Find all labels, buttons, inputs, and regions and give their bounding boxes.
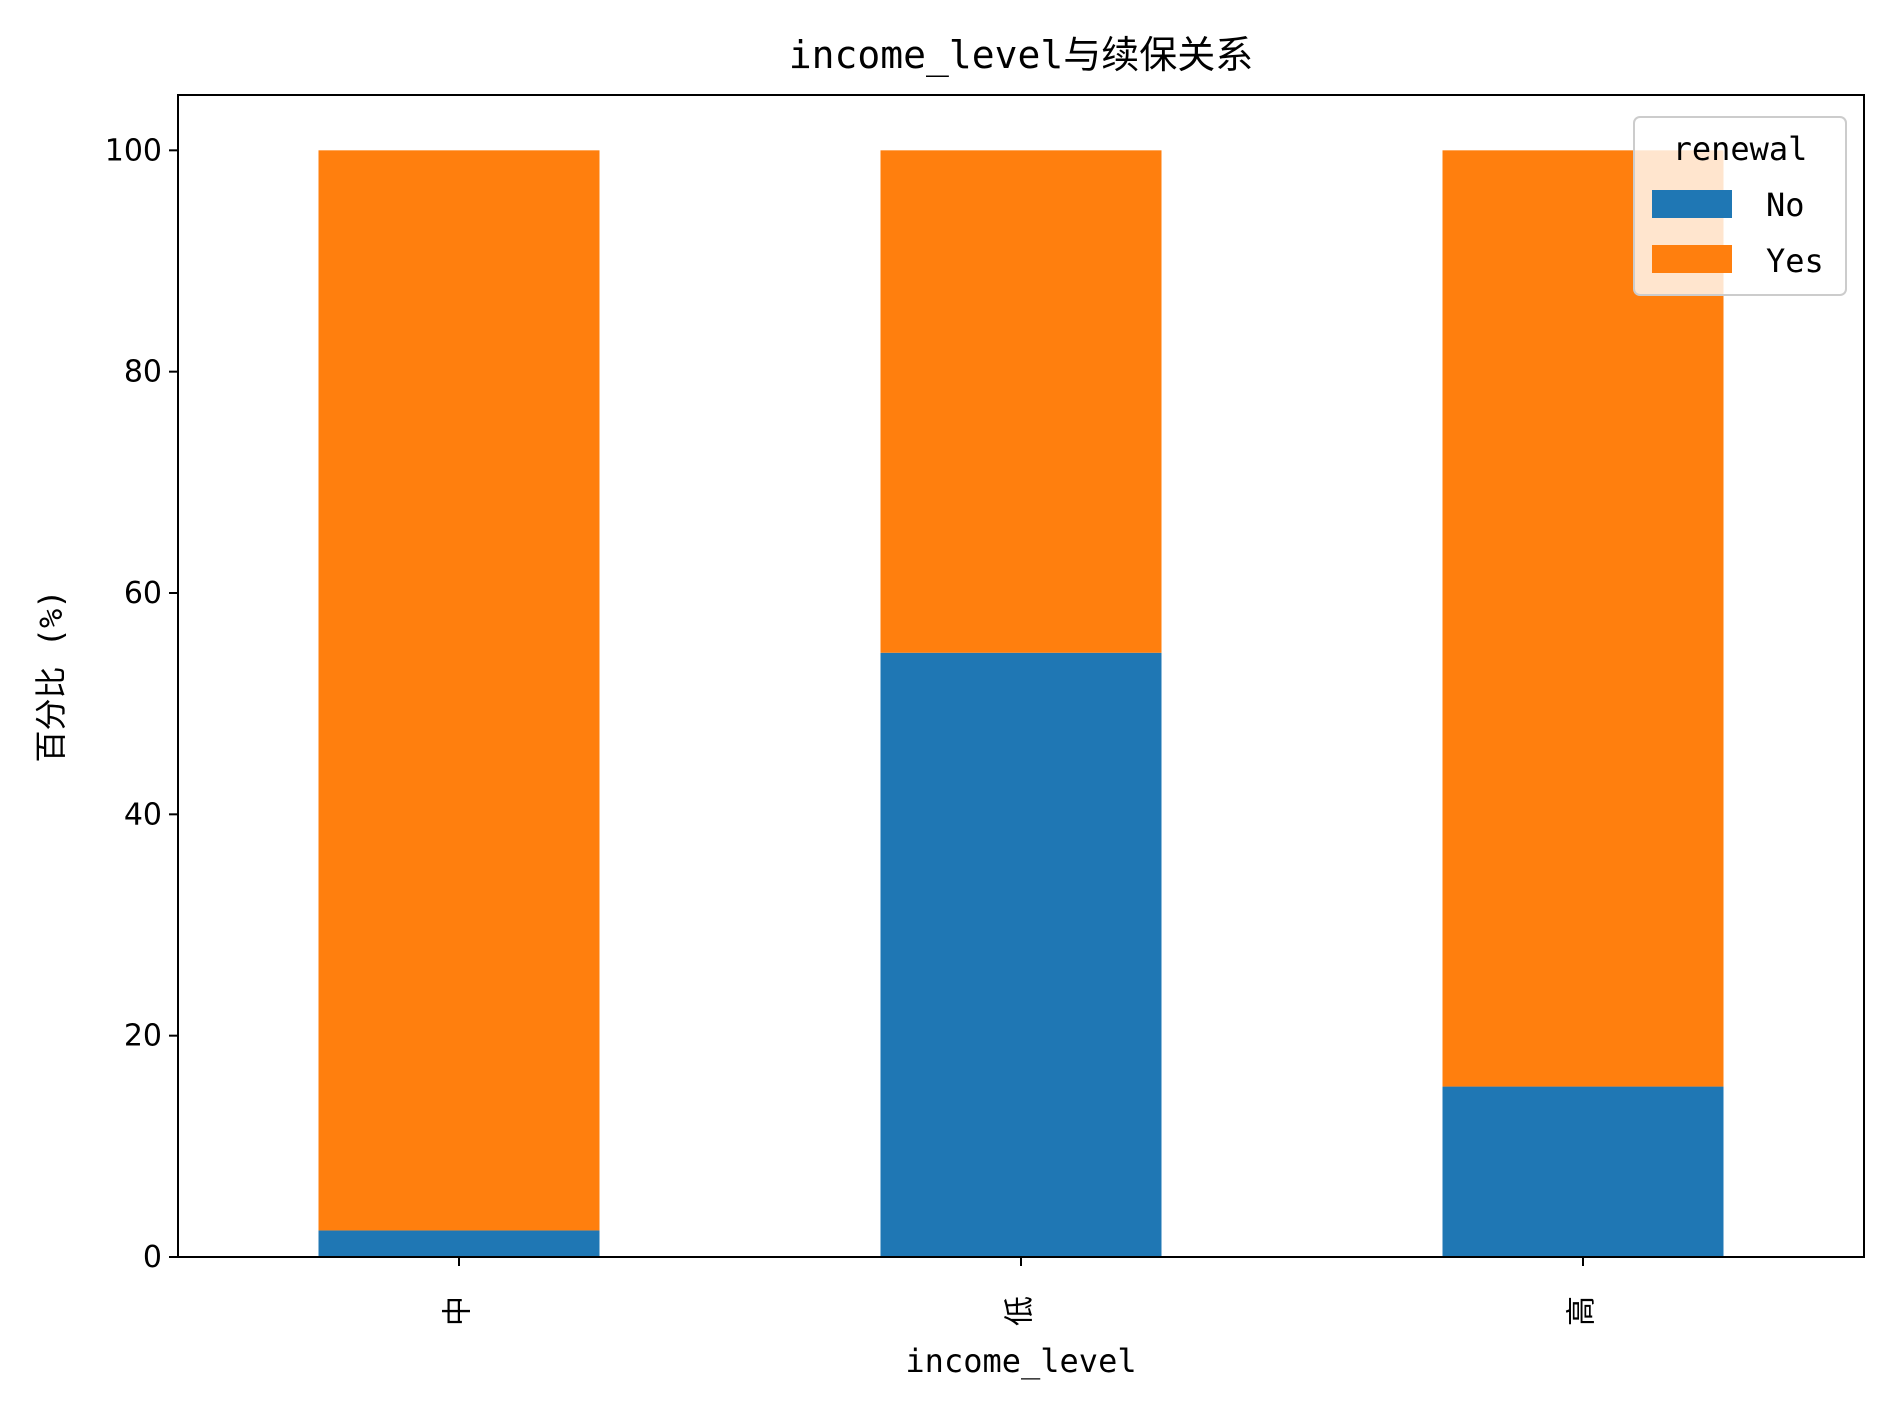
- legend: renewal No Yes: [1633, 116, 1847, 296]
- legend-title: renewal: [1673, 130, 1808, 168]
- legend-swatch-no: [1652, 190, 1732, 218]
- bars-layer: [318, 150, 1724, 1257]
- legend-label-no: No: [1766, 186, 1805, 224]
- y-tick-label: 40: [124, 797, 162, 832]
- bar-yes-1: [880, 150, 1162, 653]
- x-axis-title: income_level: [905, 1342, 1136, 1380]
- y-tick-label: 0: [143, 1240, 162, 1275]
- x-tick-label: 高: [1565, 1296, 1600, 1326]
- bar-no-0: [318, 1230, 600, 1257]
- bar-no-1: [880, 652, 1162, 1257]
- y-axis: 0 20 40 60 80 100: [105, 133, 178, 1275]
- chart-title: income_level与续保关系: [789, 33, 1254, 78]
- bar-yes-2: [1442, 150, 1724, 1087]
- x-tick-label: 中: [441, 1296, 476, 1326]
- bar-no-2: [1442, 1086, 1724, 1257]
- legend-label-yes: Yes: [1766, 242, 1824, 280]
- bar-yes-0: [318, 150, 600, 1231]
- y-axis-title: 百分比 (%): [32, 589, 70, 762]
- legend-swatch-yes: [1652, 245, 1732, 273]
- x-axis: 中低高: [441, 1257, 1600, 1326]
- y-tick-label: 60: [124, 576, 162, 611]
- x-tick-label: 低: [1003, 1296, 1038, 1326]
- y-tick-label: 100: [105, 133, 162, 168]
- y-tick-label: 20: [124, 1019, 162, 1054]
- y-tick-label: 80: [124, 355, 162, 390]
